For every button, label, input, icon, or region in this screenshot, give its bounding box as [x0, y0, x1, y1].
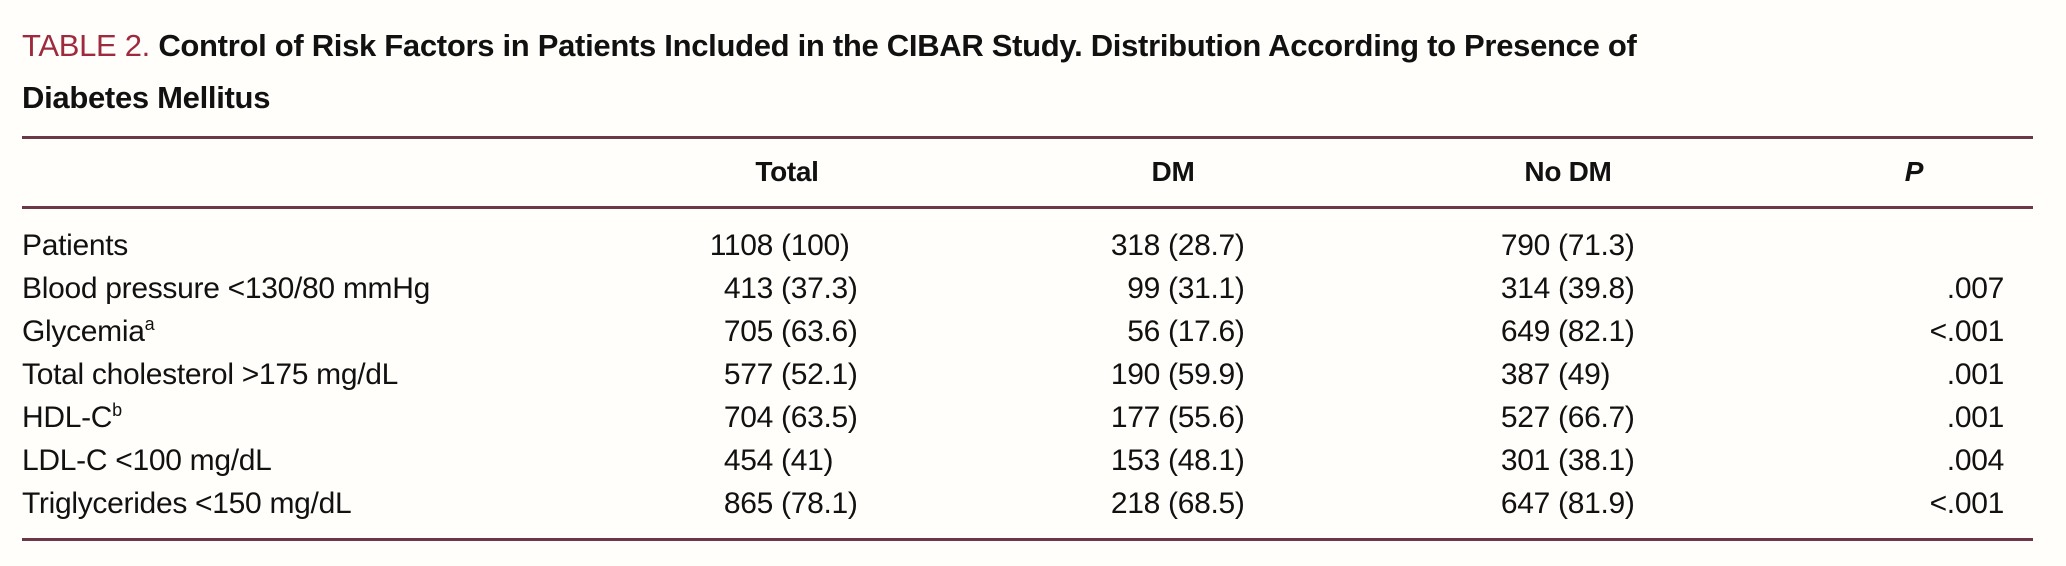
cell-total-count: 454 — [723, 444, 773, 477]
table-caption-line2: Diabetes Mellitus — [22, 80, 271, 115]
cell-p-value: .004 — [1946, 444, 2005, 477]
cell-total-percent: (78.1) — [781, 487, 858, 520]
table-row-triglycerides: Triglycerides <150 mg/dL 865 (78.1) 218 … — [22, 482, 2004, 525]
table-body: Patients 1108 (100) 318 (28.7) 790 (71.3… — [22, 224, 2004, 525]
cell-total-count: 705 — [723, 315, 773, 348]
cell-dm-percent: (48.1) — [1168, 444, 1245, 477]
cell-dm-count: 318 — [1110, 229, 1160, 262]
cell-p-value — [1748, 224, 2004, 267]
footnote-marker-b: b — [112, 400, 122, 420]
cell-no-dm-percent: (39.8) — [1558, 272, 1635, 305]
cell-no-dm-percent: (81.9) — [1558, 487, 1635, 520]
table-row-patients: Patients 1108 (100) 318 (28.7) 790 (71.3… — [22, 224, 2004, 267]
table-row-glycemia: Glycemiaa 705 (63.6) 56 (17.6) 649 (82.1… — [22, 310, 2004, 353]
cell-total-percent: (63.5) — [781, 401, 858, 434]
cell-no-dm-count: 387 — [1500, 358, 1550, 391]
row-label: Glycemiaa — [22, 314, 155, 348]
cell-p-value: <.001 — [1929, 315, 2005, 348]
cell-dm-count: 153 — [1110, 444, 1160, 477]
cell-dm-count: 177 — [1110, 401, 1160, 434]
cell-no-dm-count: 649 — [1500, 315, 1550, 348]
table-row-hdl-c: HDL-Cb 704 (63.5) 177 (55.6) 527 (66.7) … — [22, 396, 2004, 439]
cell-total-percent: (100) — [781, 229, 850, 262]
cell-dm-percent: (28.7) — [1168, 229, 1245, 262]
cell-total-percent: (52.1) — [781, 358, 858, 391]
cell-no-dm-percent: (71.3) — [1558, 229, 1635, 262]
cell-total-percent: (41) — [781, 444, 834, 477]
cell-p-value: .001 — [1946, 401, 2005, 434]
cell-dm-percent: (17.6) — [1168, 315, 1245, 348]
cell-total-count: 1108 — [709, 229, 774, 262]
cell-no-dm-count: 790 — [1500, 229, 1550, 262]
cell-p-value: .007 — [1946, 272, 2005, 305]
cell-no-dm-percent: (49) — [1558, 358, 1611, 391]
cell-p-value: <.001 — [1929, 487, 2005, 520]
column-header-total: Total — [755, 156, 819, 187]
row-label: HDL-Cb — [22, 400, 122, 434]
cell-dm-percent: (68.5) — [1168, 487, 1245, 520]
cell-dm-count: 99 — [1127, 272, 1160, 305]
cell-no-dm-percent: (66.7) — [1558, 401, 1635, 434]
cell-total-count: 704 — [723, 401, 773, 434]
table-title-line1: TABLE 2. Control of Risk Factors in Pati… — [22, 20, 2052, 72]
table-caption-line1: Control of Risk Factors in Patients Incl… — [158, 28, 1637, 63]
cell-no-dm-count: 527 — [1500, 401, 1550, 434]
cell-p-value: .001 — [1946, 358, 2005, 391]
cell-dm-count: 190 — [1110, 358, 1160, 391]
table-rule-bottom — [22, 538, 2033, 541]
cell-total-percent: (63.6) — [781, 315, 858, 348]
row-label: Triglycerides <150 mg/dL — [22, 487, 352, 520]
cell-dm-count: 56 — [1127, 315, 1160, 348]
table-row-total-cholesterol: Total cholesterol >175 mg/dL 577 (52.1) … — [22, 353, 2004, 396]
cell-no-dm-count: 314 — [1500, 272, 1550, 305]
cell-no-dm-percent: (82.1) — [1558, 315, 1635, 348]
cell-no-dm-percent: (38.1) — [1558, 444, 1635, 477]
row-label: LDL-C <100 mg/dL — [22, 444, 272, 477]
cell-no-dm-count: 647 — [1500, 487, 1550, 520]
row-label: Total cholesterol >175 mg/dL — [22, 358, 399, 391]
row-label: Blood pressure <130/80 mmHg — [22, 272, 430, 305]
table-row-ldl-c: LDL-C <100 mg/dL 454 (41) 153 (48.1) 301… — [22, 439, 2004, 482]
cell-dm-percent: (59.9) — [1168, 358, 1245, 391]
cell-total-percent: (37.3) — [781, 272, 858, 305]
table-title: TABLE 2. Control of Risk Factors in Pati… — [22, 20, 2052, 124]
table-rule-below-header — [22, 206, 2033, 209]
cell-dm-percent: (55.6) — [1168, 401, 1245, 434]
cell-no-dm-count: 301 — [1500, 444, 1550, 477]
footnote-marker-a: a — [144, 314, 155, 334]
column-header-dm: DM — [1151, 156, 1195, 187]
row-label: Patients — [22, 229, 128, 262]
cell-total-count: 413 — [723, 272, 773, 305]
column-header-no-dm: No DM — [1524, 156, 1612, 187]
column-header-p-value: P — [1904, 156, 1924, 187]
cell-dm-percent: (31.1) — [1168, 272, 1245, 305]
table-row-blood-pressure: Blood pressure <130/80 mmHg 413 (37.3) 9… — [22, 267, 2004, 310]
cell-total-count: 865 — [723, 487, 773, 520]
table-rule-top — [22, 136, 2033, 139]
cell-total-count: 577 — [723, 358, 773, 391]
cell-dm-count: 218 — [1110, 487, 1160, 520]
table-number-label: TABLE 2. — [22, 28, 150, 63]
